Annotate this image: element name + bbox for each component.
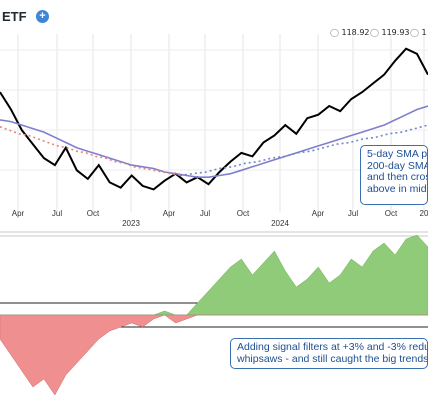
x-tick-label: Jul [200,209,210,218]
x-tick-label: Apr [12,209,25,218]
readout-icon: ◯ [370,28,379,37]
x-tick-label: 2024 [271,219,289,228]
x-tick-label: Oct [237,209,250,218]
series-line-price [0,47,428,191]
x-tick-label: Jul [52,209,62,218]
series-line-sma-short-dotted [0,126,183,177]
indicator-panel [0,234,428,396]
gear-icon[interactable]: + [36,10,49,23]
x-tick-label: Apr [312,209,325,218]
x-tick-label: 20 [420,209,428,218]
price-lines [0,47,428,191]
series-line-sma-short-dotted [179,124,428,177]
readout-icon: ◯ [330,28,339,37]
x-axis-ticks: Apr Jul Oct 2023 Apr Jul Oct 2024 Apr Jul Oct 20 [12,209,428,228]
x-tick-label: Oct [87,209,100,218]
x-tick-label: Oct [385,209,398,218]
readout-value-2: 119.93 [381,28,410,37]
annotation-price: 5-day SMA plun 200-day SMA in and then c… [360,145,428,205]
series-line-sma-long [0,105,428,178]
x-tick-label: Apr [163,209,176,218]
x-tick-label: 2023 [122,219,140,228]
annotation-indicator: Adding signal filters at +3% and -3% red… [230,338,428,369]
readout-icon: ◯ [410,28,419,37]
readout-value-3: 1 [421,28,427,37]
readout-value-1: 118.92 [341,28,370,37]
x-tick-label: Jul [348,209,358,218]
chart-title: ETF [2,9,27,24]
header-bar: ETF + ◯ 118.92 ◯ 119.93 ◯ 1 [0,0,428,37]
